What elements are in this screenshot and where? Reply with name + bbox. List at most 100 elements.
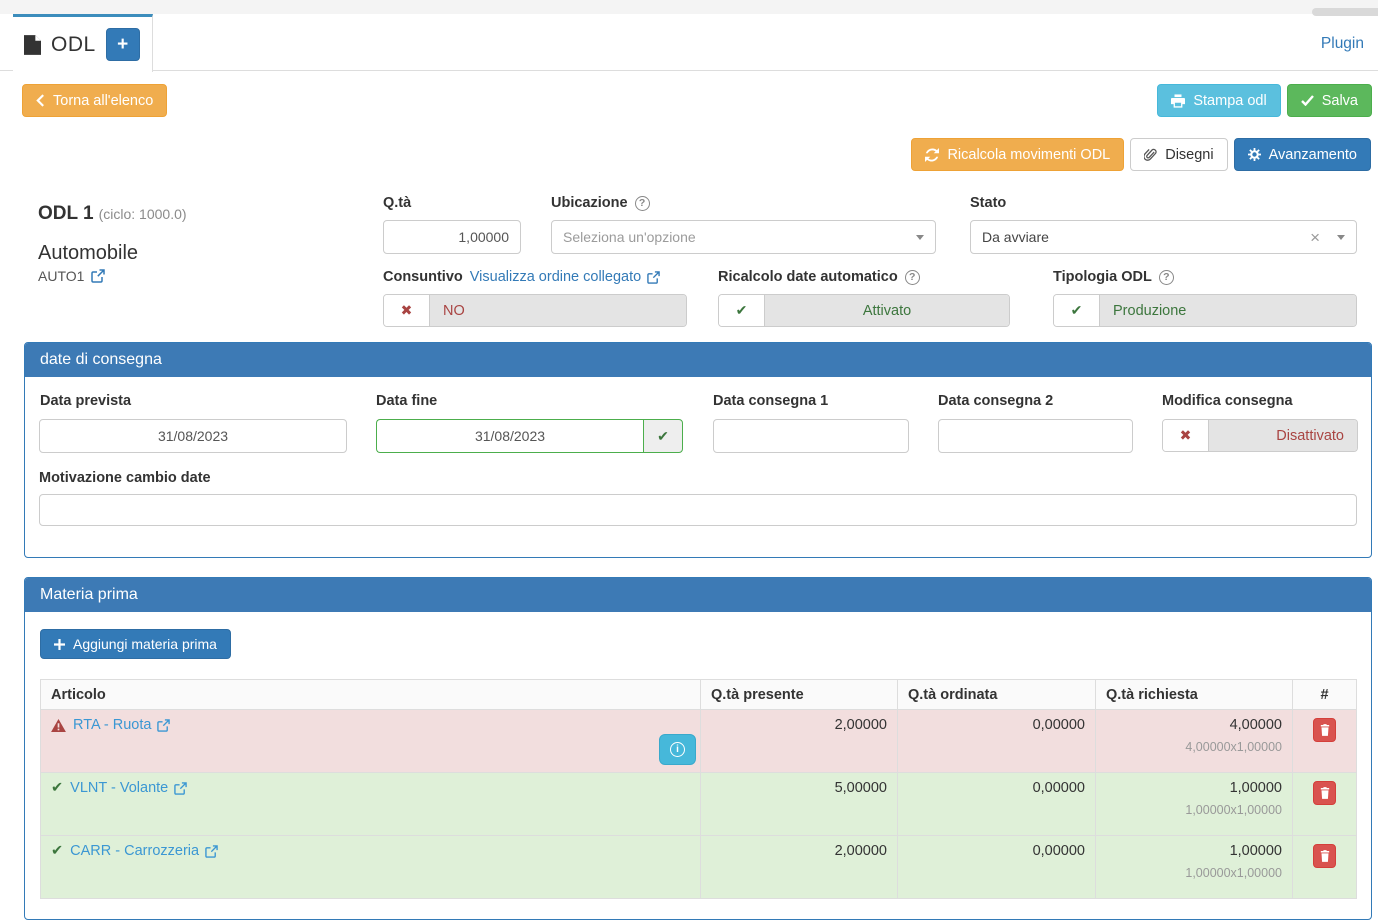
delete-row-button[interactable] — [1313, 781, 1336, 805]
help-icon[interactable]: ? — [634, 195, 650, 211]
data-consegna2-label: Data consegna 2 — [938, 393, 1054, 409]
tab-bar: ODL + Plugin — [0, 14, 1378, 72]
qta-richiesta-detail: 1,00000x1,00000 — [1185, 866, 1282, 880]
delete-row-button[interactable] — [1313, 844, 1336, 868]
external-link-icon — [157, 718, 171, 732]
article-cell: ✔ CARR - Carrozzeria — [40, 835, 701, 899]
linked-order-link[interactable]: Visualizza ordine collegato — [470, 269, 660, 285]
qty-group: Q.tà — [383, 193, 521, 254]
info-button[interactable]: i — [659, 734, 696, 765]
odl-type-toggle[interactable]: ✔ Produzione — [1053, 294, 1357, 327]
location-label: Ubicazione — [551, 195, 628, 211]
article-link[interactable]: RTA - Ruota — [73, 717, 171, 733]
data-fine-valid-addon[interactable]: ✔ — [643, 419, 683, 453]
data-consegna1-input[interactable] — [713, 419, 909, 453]
plus-icon — [54, 638, 65, 650]
status-select[interactable]: Da avviare × — [970, 220, 1357, 254]
order-cycle: (ciclo: 1000.0) — [98, 206, 187, 222]
clear-icon[interactable]: × — [1310, 227, 1320, 247]
motivazione-input[interactable] — [39, 494, 1357, 526]
qty-label: Q.tà — [383, 195, 412, 211]
qta-richiesta-detail: 1,00000x1,00000 — [1185, 803, 1282, 817]
tab-odl[interactable]: ODL + — [13, 14, 153, 72]
x-mark-icon: ✖ — [384, 295, 430, 326]
print-odl-button[interactable]: Stampa odl — [1157, 84, 1281, 117]
materials-panel-body: Aggiungi materia prima Articolo Q.tà pre… — [25, 612, 1371, 919]
odl-type-value: Produzione — [1100, 295, 1356, 326]
data-prevista-input[interactable] — [39, 419, 347, 453]
actions-cell — [1292, 835, 1357, 899]
help-icon[interactable]: ? — [1158, 269, 1174, 285]
toolbar-row-2: Ricalcola movimenti ODL Disegni Avanzame… — [0, 117, 1378, 171]
check-icon — [1300, 95, 1314, 106]
recalc-movements-button[interactable]: Ricalcola movimenti ODL — [911, 138, 1125, 171]
help-icon[interactable]: ? — [904, 269, 920, 285]
plugin-link[interactable]: Plugin — [1320, 35, 1364, 52]
consuntivo-group: Consuntivo Visualizza ordine collegato ✖… — [383, 267, 687, 327]
date-recalc-group: Ricalcolo date automatico ? ✔ Attivato — [718, 267, 1010, 327]
data-consegna1-label: Data consegna 1 — [713, 393, 829, 409]
table-row: ✔ VLNT - Volante 5,00000 0,00000 1 — [40, 772, 1357, 836]
col-qta-presente: Q.tà presente — [700, 679, 898, 710]
qta-presente-cell: 2,00000 — [700, 709, 898, 773]
order-info: ODL 1 (ciclo: 1000.0) Automobile AUTO1 — [38, 203, 187, 284]
article-link[interactable]: VLNT - Volante — [70, 780, 188, 796]
back-to-list-button[interactable]: Torna all'elenco — [22, 84, 168, 117]
qta-ordinata-cell: 0,00000 — [897, 835, 1096, 899]
paperclip-icon — [1144, 147, 1157, 162]
check-mark-icon: ✔ — [657, 427, 669, 444]
chevron-down-icon — [1337, 234, 1345, 240]
motivazione-label: Motivazione cambio date — [39, 470, 211, 486]
qta-richiesta-cell: 1,00000 1,00000x1,00000 — [1095, 835, 1293, 899]
article-cell: RTA - Ruota i — [40, 709, 701, 773]
check-mark-icon: ✔ — [51, 843, 64, 859]
add-tab-button[interactable]: + — [105, 28, 140, 61]
status-label: Stato — [970, 195, 1007, 211]
article-link[interactable]: CARR - Carrozzeria — [70, 843, 218, 859]
product-external-link[interactable] — [91, 269, 106, 283]
actions-cell — [1292, 709, 1357, 773]
location-select[interactable]: Seleziona un'opzione — [551, 220, 936, 254]
drawings-button[interactable]: Disegni — [1130, 138, 1228, 171]
top-strip — [0, 0, 1378, 14]
raw-materials-panel: Materia prima Aggiungi materia prima Art… — [24, 577, 1372, 920]
col-actions: # — [1292, 679, 1357, 710]
col-qta-ordinata: Q.tà ordinata — [897, 679, 1096, 710]
document-icon — [24, 34, 41, 55]
data-consegna2-input[interactable] — [938, 419, 1133, 453]
article-cell: ✔ VLNT - Volante — [40, 772, 701, 836]
status-value: Da avviare — [982, 229, 1049, 245]
consuntivo-label: Consuntivo — [383, 269, 463, 285]
qta-ordinata-cell: 0,00000 — [897, 772, 1096, 836]
delete-row-button[interactable] — [1313, 718, 1336, 742]
order-form: ODL 1 (ciclo: 1000.0) Automobile AUTO1 Q.… — [0, 193, 1378, 337]
external-link-icon — [205, 844, 218, 858]
qta-presente-cell: 5,00000 — [700, 772, 898, 836]
consuntivo-value: NO — [430, 295, 686, 326]
data-fine-label: Data fine — [376, 393, 438, 409]
progress-button[interactable]: Avanzamento — [1233, 138, 1371, 171]
horizontal-scrollbar-thumb[interactable] — [1312, 8, 1378, 16]
table-row: ✔ CARR - Carrozzeria 2,00000 0,00000 — [40, 835, 1357, 899]
delivery-dates-panel: date di consegna Data prevista Data fine… — [24, 342, 1372, 558]
save-button[interactable]: Salva — [1286, 84, 1372, 117]
data-fine-input[interactable] — [376, 419, 643, 453]
add-material-button[interactable]: Aggiungi materia prima — [40, 629, 231, 659]
qta-presente-cell: 2,00000 — [700, 835, 898, 899]
modifica-consegna-toggle[interactable]: ✖ Disattivato — [1162, 419, 1358, 452]
date-recalc-toggle[interactable]: ✔ Attivato — [718, 294, 1010, 327]
qty-input[interactable] — [383, 220, 521, 254]
data-prevista-label: Data prevista — [40, 393, 132, 409]
x-mark-icon: ✖ — [1163, 420, 1209, 451]
qta-ordinata-cell: 0,00000 — [897, 709, 1096, 773]
consuntivo-toggle[interactable]: ✖ NO — [383, 294, 687, 327]
chevron-down-icon — [916, 234, 924, 240]
check-mark-icon: ✔ — [51, 780, 64, 796]
odl-type-label: Tipologia ODL — [1053, 269, 1152, 285]
materials-table: Articolo Q.tà presente Q.tà ordinata Q.t… — [40, 679, 1357, 899]
qta-richiesta-detail: 4,00000x1,00000 — [1185, 740, 1282, 754]
table-row: RTA - Ruota i 2,00000 0,00000 — [40, 709, 1357, 773]
date-recalc-label: Ricalcolo date automatico — [718, 269, 898, 285]
external-link-icon — [91, 269, 106, 283]
qta-richiesta-cell: 4,00000 4,00000x1,00000 — [1095, 709, 1293, 773]
